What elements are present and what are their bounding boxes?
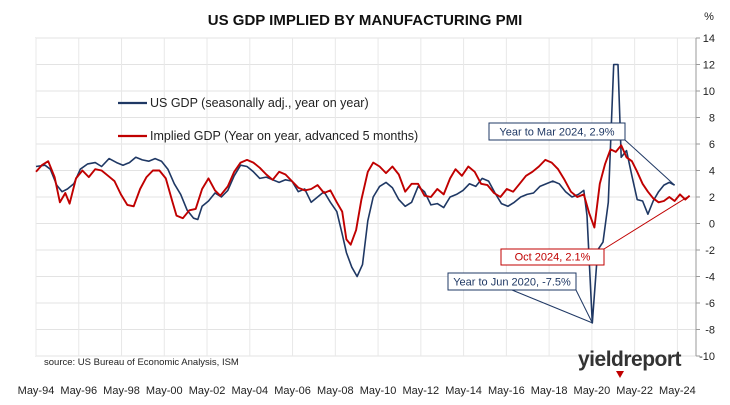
annotation-leader-3: [511, 289, 593, 324]
y-tick-label: -6: [705, 298, 715, 310]
x-tick-label: May-08: [317, 385, 354, 397]
x-tick-label: May-12: [402, 385, 439, 397]
annotation-leader-2: [603, 195, 690, 250]
x-tick-label: May-22: [616, 385, 653, 397]
y-axis-ticks: -10 -8 -6 -4 -2 0 2 4 6 8 10 12 14: [695, 33, 715, 363]
y-tick-label: -4: [705, 272, 715, 284]
y-tick-label: -10: [699, 351, 715, 363]
x-tick-label: May-14: [445, 385, 482, 397]
x-tick-label: May-10: [360, 385, 397, 397]
x-tick-label: May-24: [659, 385, 696, 397]
series-lines: [35, 63, 691, 324]
y-tick-label: -8: [705, 325, 715, 337]
gridlines: [35, 37, 696, 357]
y-tick-label: 10: [703, 86, 715, 98]
annotation-leader-1: [624, 139, 675, 186]
x-tick-label: May-96: [60, 385, 97, 397]
x-tick-label: May-02: [189, 385, 226, 397]
y-tick-label: 12: [703, 60, 715, 72]
logo-tick-icon: [616, 371, 624, 378]
y-tick-label: 6: [709, 139, 715, 151]
y-axis-unit-label: %: [704, 11, 714, 23]
annotation-box-2: [500, 248, 605, 266]
legend-label-1: US GDP (seasonally adj., year on year): [150, 96, 369, 110]
source-note: source: US Bureau of Economic Analysis, …: [44, 357, 239, 368]
annotation-label-1: Year to Mar 2024, 2.9%: [499, 127, 614, 139]
legend: US GDP (seasonally adj., year on year) Im…: [118, 96, 418, 143]
y-tick-label: 8: [709, 113, 715, 125]
y-tick-label: 4: [709, 166, 715, 178]
x-tick-label: May-18: [531, 385, 568, 397]
x-tick-label: May-04: [231, 385, 268, 397]
y-tick-label: 14: [703, 33, 715, 45]
y-tick-label: 0: [709, 219, 715, 231]
annotation-box-1: [488, 122, 626, 141]
annotations: Year to Mar 2024, 2.9% Oct 2024, 2.1% Year…: [447, 122, 690, 324]
y-tick-label: 2: [709, 192, 715, 204]
annotation-label-2: Oct 2024, 2.1%: [515, 252, 591, 264]
x-tick-label: May-94: [18, 385, 55, 397]
series-line-2: [35, 144, 691, 246]
chart-title: US GDP IMPLIED BY MANUFACTURING PMI: [208, 12, 522, 29]
x-axis-ticks: May-94 May-96 May-98 May-00 May-02 May-04 May-…: [18, 385, 696, 397]
x-tick-label: May-98: [103, 385, 140, 397]
annotation-leader-3: [575, 289, 593, 324]
yieldreport-logo: yieldreport: [578, 348, 682, 378]
legend-label-2: Implied GDP (Year on year, advanced 5 mo…: [150, 129, 418, 143]
x-tick-label: May-00: [146, 385, 183, 397]
x-tick-label: May-06: [274, 385, 311, 397]
annotation-label-3: Year to Jun 2020, -7.5%: [453, 277, 571, 289]
x-tick-label: May-16: [488, 385, 525, 397]
y-tick-label: -2: [705, 245, 715, 257]
x-tick-label: May-20: [574, 385, 611, 397]
annotation-box-3: [447, 272, 577, 291]
logo-text: yieldreport: [578, 348, 682, 371]
